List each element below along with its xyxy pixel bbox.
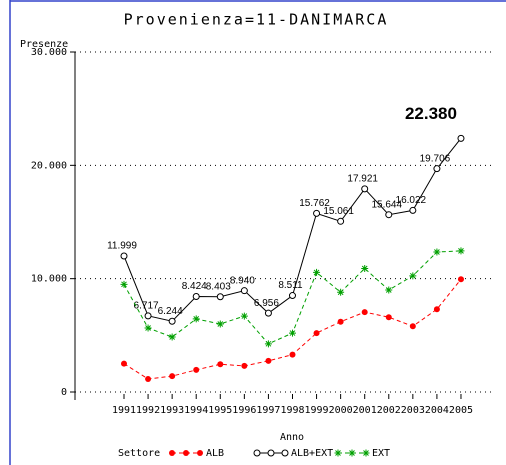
data-point <box>193 366 200 373</box>
x-tick-label: 2005 <box>449 405 473 416</box>
chart-title: Provenienza=11-DANIMARCA <box>124 11 389 29</box>
data-point <box>361 185 369 193</box>
data-point <box>241 362 248 369</box>
data-point <box>385 314 392 321</box>
data-label: 8.424 <box>182 281 207 292</box>
x-tick-label: 1996 <box>232 405 256 416</box>
data-point <box>192 293 200 301</box>
data-label: 6.244 <box>158 306 183 317</box>
data-label: 22.380 <box>405 104 457 123</box>
legend-marker <box>281 449 289 457</box>
x-tick-label: 1991 <box>112 405 136 416</box>
data-point <box>264 340 272 348</box>
data-point <box>120 280 128 288</box>
data-point <box>337 288 345 296</box>
data-point <box>192 315 200 323</box>
legend-label: EXT <box>372 448 390 459</box>
x-tick-label: 1994 <box>184 405 208 416</box>
data-label: 19.706 <box>420 153 451 164</box>
data-point <box>409 272 417 280</box>
legend-marker <box>183 450 189 456</box>
legend-marker <box>253 449 261 457</box>
data-label: 6.717 <box>134 301 159 312</box>
y-tick-label: 20.000 <box>31 160 67 171</box>
data-point <box>120 252 128 260</box>
data-point <box>169 373 176 380</box>
x-tick-label: 2002 <box>377 405 401 416</box>
data-point <box>289 351 296 358</box>
data-point <box>168 317 176 325</box>
data-point <box>313 268 321 276</box>
x-tick-label: 2003 <box>401 405 425 416</box>
x-tick-label: 1992 <box>136 405 160 416</box>
legend-marker <box>197 450 203 456</box>
x-tick-label: 1993 <box>160 405 184 416</box>
data-point <box>457 276 464 283</box>
x-tick-label: 2000 <box>329 405 353 416</box>
legend-marker <box>348 449 356 457</box>
legend-title: Settore <box>118 448 160 459</box>
legend-marker <box>334 449 342 457</box>
data-point <box>361 264 369 272</box>
y-tick-label: 10.000 <box>31 274 67 285</box>
data-label: 8.403 <box>206 281 231 292</box>
data-point <box>409 206 417 214</box>
data-point <box>144 312 152 320</box>
legend-marker <box>362 449 370 457</box>
data-point <box>240 287 248 295</box>
x-tick-label: 1999 <box>305 405 329 416</box>
data-label: 15.644 <box>371 199 402 210</box>
x-axis-label: Anno <box>280 432 304 443</box>
data-point <box>216 293 224 301</box>
data-label: 8.940 <box>230 275 255 286</box>
y-tick-label: 30.000 <box>31 47 67 58</box>
data-label: 17.921 <box>347 174 378 185</box>
data-label: 8.511 <box>278 280 303 291</box>
data-point <box>361 309 368 316</box>
x-tick-label: 1997 <box>256 405 280 416</box>
data-point <box>409 323 416 330</box>
data-point <box>313 209 321 217</box>
data-point <box>240 312 248 320</box>
x-tick-label: 1995 <box>208 405 232 416</box>
data-point <box>433 248 441 256</box>
x-tick-label: 1998 <box>280 405 304 416</box>
data-point <box>457 247 465 255</box>
legend-marker <box>267 449 275 457</box>
data-point <box>385 286 393 294</box>
legend-label: ALB <box>206 448 224 459</box>
data-point <box>433 165 441 173</box>
data-point <box>385 211 393 219</box>
data-label: 11.999 <box>107 241 137 252</box>
data-point <box>288 329 296 337</box>
y-axis-label: Presenze <box>20 39 68 50</box>
legend-marker <box>169 450 175 456</box>
data-point <box>457 134 465 142</box>
x-tick-label: 2001 <box>353 405 377 416</box>
data-point <box>216 320 224 328</box>
data-point <box>264 309 272 317</box>
data-point <box>265 357 272 364</box>
data-point <box>145 375 152 382</box>
data-point <box>433 306 440 313</box>
y-tick-label: 0 <box>61 387 67 398</box>
data-label: 15.762 <box>299 198 330 209</box>
legend-label: ALB+EXT <box>291 448 333 459</box>
data-label: 6.956 <box>254 298 279 309</box>
data-point <box>288 292 296 300</box>
data-point <box>144 324 152 332</box>
data-point <box>217 361 224 368</box>
data-label: 15.061 <box>323 206 354 217</box>
data-point <box>337 217 345 225</box>
data-point <box>121 360 127 367</box>
data-point <box>168 333 176 341</box>
data-point <box>313 330 320 337</box>
x-tick-label: 2004 <box>425 405 449 416</box>
data-point <box>337 318 344 325</box>
data-label: 16.022 <box>396 195 427 206</box>
